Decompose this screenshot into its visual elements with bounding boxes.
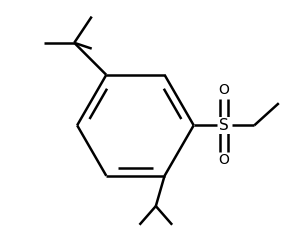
Text: O: O <box>219 153 230 167</box>
Text: O: O <box>219 83 230 97</box>
Text: S: S <box>219 118 229 133</box>
